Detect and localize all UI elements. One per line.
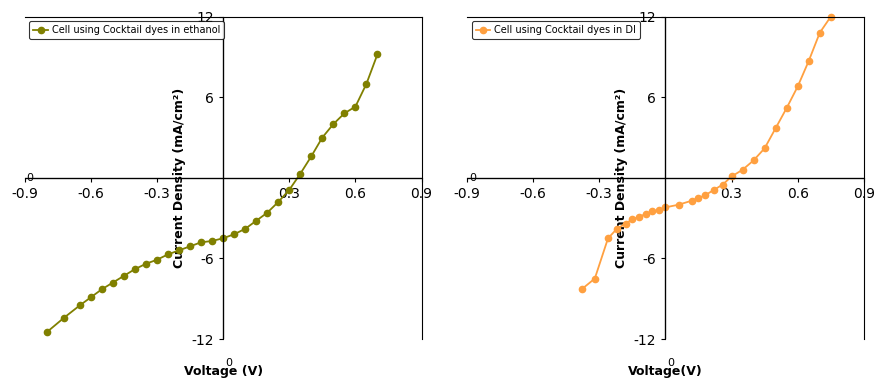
Cell using Cocktail dyes in DI — [759, 146, 770, 151]
Cell using Cocktail dyes in ethanol — [284, 188, 294, 192]
Cell using Cocktail dyes in ethanol — [218, 236, 229, 241]
Cell using Cocktail dyes in ethanol — [119, 274, 129, 278]
Cell using Cocktail dyes in DI — [660, 205, 671, 210]
Cell using Cocktail dyes in ethanol — [59, 315, 70, 320]
Cell using Cocktail dyes in ethanol — [328, 122, 338, 127]
Cell using Cocktail dyes in DI — [826, 14, 836, 19]
Cell using Cocktail dyes in ethanol — [317, 135, 328, 140]
Cell using Cocktail dyes in DI — [781, 106, 792, 110]
Cell using Cocktail dyes in DI — [673, 202, 684, 207]
Cell using Cocktail dyes in ethanol — [372, 52, 383, 57]
X-axis label: Voltage (V): Voltage (V) — [183, 365, 262, 378]
Cell using Cocktail dyes in DI — [727, 174, 737, 179]
Cell using Cocktail dyes in ethanol — [240, 226, 251, 231]
Y-axis label: Current Density (mA/cm²): Current Density (mA/cm²) — [615, 88, 628, 268]
Cell using Cocktail dyes in ethanol — [129, 267, 140, 272]
Cell using Cocktail dyes in DI — [611, 226, 622, 231]
Cell using Cocktail dyes in DI — [709, 188, 719, 192]
Cell using Cocktail dyes in ethanol — [184, 244, 195, 249]
Cell using Cocktail dyes in DI — [641, 212, 651, 216]
Cell using Cocktail dyes in DI — [654, 208, 664, 212]
Cell using Cocktail dyes in DI — [647, 209, 657, 214]
Cell using Cocktail dyes in DI — [687, 199, 697, 203]
Cell using Cocktail dyes in ethanol — [141, 262, 152, 266]
Legend: Cell using Cocktail dyes in DI: Cell using Cocktail dyes in DI — [471, 21, 640, 39]
Cell using Cocktail dyes in DI — [804, 58, 814, 63]
Cell using Cocktail dyes in ethanol — [361, 82, 372, 86]
Cell using Cocktail dyes in DI — [589, 276, 600, 281]
Line: Cell using Cocktail dyes in ethanol: Cell using Cocktail dyes in ethanol — [43, 51, 381, 336]
Cell using Cocktail dyes in ethanol — [174, 248, 184, 253]
Cell using Cocktail dyes in DI — [718, 182, 728, 187]
Cell using Cocktail dyes in ethanol — [295, 171, 306, 176]
Cell using Cocktail dyes in ethanol — [251, 219, 261, 223]
Cell using Cocktail dyes in DI — [633, 214, 644, 219]
Line: Cell using Cocktail dyes in DI: Cell using Cocktail dyes in DI — [579, 14, 834, 293]
Cell using Cocktail dyes in ethanol — [74, 303, 85, 308]
Cell using Cocktail dyes in DI — [693, 196, 703, 200]
Cell using Cocktail dyes in DI — [814, 31, 825, 35]
Cell using Cocktail dyes in ethanol — [229, 232, 239, 236]
Cell using Cocktail dyes in ethanol — [42, 330, 52, 335]
Text: 0: 0 — [667, 358, 674, 368]
X-axis label: Voltage(V): Voltage(V) — [628, 365, 703, 378]
Cell using Cocktail dyes in ethanol — [273, 200, 284, 204]
Legend: Cell using Cocktail dyes in ethanol: Cell using Cocktail dyes in ethanol — [29, 21, 224, 39]
Cell using Cocktail dyes in DI — [602, 236, 613, 241]
Cell using Cocktail dyes in ethanol — [163, 252, 174, 257]
Cell using Cocktail dyes in ethanol — [152, 257, 162, 262]
Cell using Cocktail dyes in DI — [737, 168, 748, 172]
Cell using Cocktail dyes in ethanol — [262, 211, 273, 215]
Cell using Cocktail dyes in DI — [792, 84, 803, 89]
Text: 0: 0 — [225, 358, 232, 368]
Text: 0: 0 — [469, 173, 476, 183]
Cell using Cocktail dyes in ethanol — [206, 239, 217, 243]
Cell using Cocktail dyes in ethanol — [107, 280, 118, 285]
Cell using Cocktail dyes in ethanol — [339, 111, 350, 116]
Text: 0: 0 — [27, 173, 34, 183]
Cell using Cocktail dyes in ethanol — [97, 287, 107, 292]
Cell using Cocktail dyes in DI — [700, 193, 711, 198]
Cell using Cocktail dyes in DI — [770, 126, 781, 130]
Cell using Cocktail dyes in DI — [620, 221, 631, 226]
Cell using Cocktail dyes in ethanol — [350, 104, 361, 109]
Cell using Cocktail dyes in DI — [576, 287, 587, 292]
Y-axis label: Current Density (mA/cm²): Current Density (mA/cm²) — [173, 88, 186, 268]
Cell using Cocktail dyes in DI — [749, 158, 759, 163]
Cell using Cocktail dyes in ethanol — [85, 295, 96, 300]
Cell using Cocktail dyes in ethanol — [196, 240, 206, 245]
Cell using Cocktail dyes in ethanol — [306, 154, 316, 159]
Cell using Cocktail dyes in DI — [627, 217, 638, 222]
